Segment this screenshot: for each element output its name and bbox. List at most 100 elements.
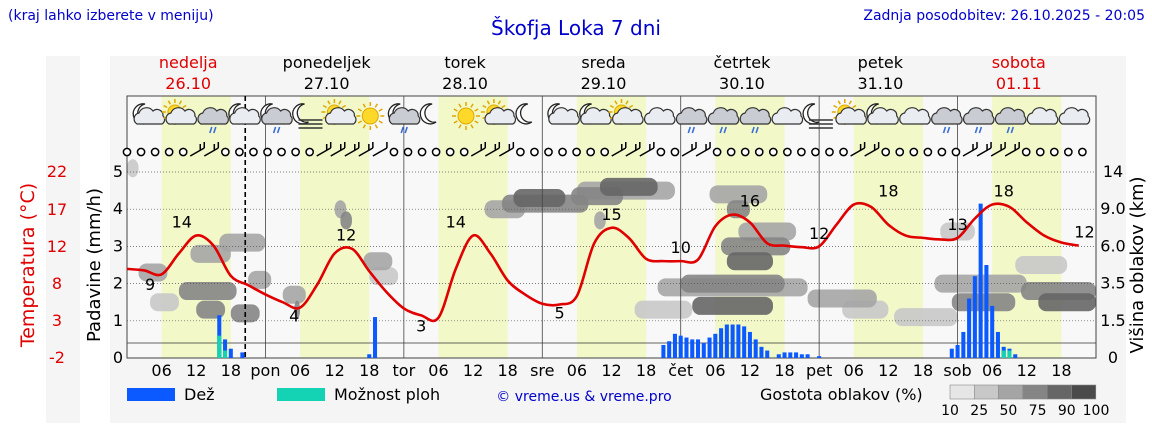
cloud-patch	[894, 308, 958, 327]
wind-barb	[625, 142, 641, 157]
cloud-patch	[196, 300, 226, 319]
cloud-patch	[150, 293, 179, 312]
wind-calm-mark	[249, 147, 258, 157]
x-tick-label: pet	[806, 361, 832, 380]
cloud-patch	[709, 185, 768, 204]
weather-icon-moon-cloud-rain	[260, 103, 293, 134]
wind-barb	[976, 142, 992, 157]
x-tick-label: 12	[601, 361, 621, 380]
rain-bar	[990, 305, 995, 358]
wind-barb	[344, 142, 360, 157]
temperature-label: 14	[446, 213, 466, 232]
rain-bar	[799, 354, 804, 358]
weather-icon-cloud-rain	[931, 107, 963, 134]
wind-calm-mark	[670, 147, 680, 157]
x-tick-label: 06	[428, 361, 448, 380]
cloud-height-tick-label: 1.5	[1100, 311, 1125, 330]
wind-calm-mark	[572, 147, 581, 157]
rain-bar	[695, 339, 701, 358]
weather-icon-moon-cloud	[579, 103, 612, 125]
wind-calm-mark	[783, 147, 792, 157]
temperature-tick-label: -2	[49, 348, 65, 367]
wind-calm-mark	[544, 147, 553, 157]
temperature-label: 12	[1074, 223, 1094, 242]
wind-calm-mark	[797, 147, 806, 157]
day-date: 30.10	[719, 74, 765, 93]
cloud-patch	[219, 233, 266, 252]
cloud-legend-tick: 25	[970, 403, 988, 419]
cloud-patch	[340, 211, 352, 230]
x-tick-label: 18	[636, 361, 656, 380]
rain-bar	[978, 203, 983, 358]
temperature-line	[126, 201, 1079, 323]
legend-label: Možnost ploh	[334, 385, 440, 404]
weather-icon-sun-cloud	[608, 99, 644, 125]
cloud-patch	[721, 237, 791, 256]
rain-bar	[661, 344, 666, 358]
wind-calm-mark	[909, 147, 919, 157]
wind-calm-mark	[1035, 147, 1045, 157]
rain-bar	[223, 339, 228, 358]
wind-row	[122, 142, 1087, 157]
temperature-labels: 9 14 4 12 3 14 5 15 10 16 12 18 13 18 12	[145, 182, 1095, 336]
cloud-height-tick-label: 14	[1103, 162, 1123, 181]
x-tick-label: 12	[463, 361, 483, 380]
day-band	[300, 96, 370, 358]
temperature-tick-label: 17	[47, 200, 67, 219]
x-tick-label: 12	[740, 361, 760, 380]
day-name: nedelja	[159, 53, 218, 72]
rain-bar	[736, 324, 741, 358]
cloud-density-legend: Gostota oblakov (%) 10 25 50 75 90 100	[760, 384, 1109, 419]
cloud-patch	[951, 293, 1016, 312]
wind-calm-mark	[895, 147, 905, 157]
weather-icon-moon	[515, 103, 533, 125]
cloud-patch	[599, 177, 658, 196]
wind-barb	[484, 142, 501, 157]
x-tick-label: 06	[290, 361, 310, 380]
cloud-legend-swatch	[1022, 384, 1048, 400]
cloud-patch	[178, 282, 237, 301]
wind-calm-mark	[417, 147, 427, 157]
weather-icon-cloud	[899, 107, 931, 125]
wind-calm-mark	[881, 147, 891, 157]
cloud-patch	[363, 252, 393, 271]
temperature-axis-label: Temperatura (°C)	[17, 183, 39, 348]
wind-barb	[372, 142, 388, 157]
weather-icon-cloud-rain	[994, 107, 1027, 134]
shower-bar	[1007, 350, 1012, 358]
x-tick-label: čet	[668, 361, 693, 380]
rain-bar	[240, 352, 245, 358]
rain-bar	[817, 356, 822, 358]
precip-tick-label: 2	[113, 274, 123, 293]
precipitation-bars	[217, 203, 1018, 358]
temperature-label: 15	[601, 205, 621, 224]
x-tick-label: 06	[705, 361, 725, 380]
rain-bar	[747, 331, 752, 358]
wind-calm-mark	[221, 147, 230, 157]
wind-calm-mark	[558, 147, 567, 157]
x-axis-labels: 06 12 18 pon 06 12 18 tor 06 12 18 sre 06 12 18 čet 06 12…	[151, 361, 1071, 380]
temperature-tick-label: 12	[47, 237, 67, 256]
x-tick-label: pon	[250, 361, 280, 380]
wind-calm-mark	[150, 147, 160, 157]
wind-calm-mark	[712, 147, 722, 157]
rain-bar	[967, 298, 972, 358]
wind-barb	[864, 142, 880, 157]
temperature-tick-label: 22	[47, 162, 67, 181]
wind-calm-mark	[586, 147, 596, 157]
temperature-label: 12	[809, 224, 829, 243]
wind-calm-mark	[951, 147, 961, 157]
temperature-tick-label: 8	[52, 274, 62, 293]
cloud-legend-swatch	[973, 384, 999, 400]
weather-icon-sun-cloud	[831, 99, 867, 125]
weather-icon-sun-cloud	[480, 99, 517, 125]
cloud-patch	[127, 159, 139, 178]
day-date: 29.10	[581, 74, 627, 93]
wind-calm-mark	[726, 147, 736, 157]
temperature-label: 14	[172, 213, 192, 232]
x-tick-label: 18	[1051, 361, 1071, 380]
cloud-legend-tick: 75	[1029, 403, 1047, 419]
precip-tick-label: 4	[113, 199, 123, 218]
temperature-label: 18	[878, 182, 898, 201]
